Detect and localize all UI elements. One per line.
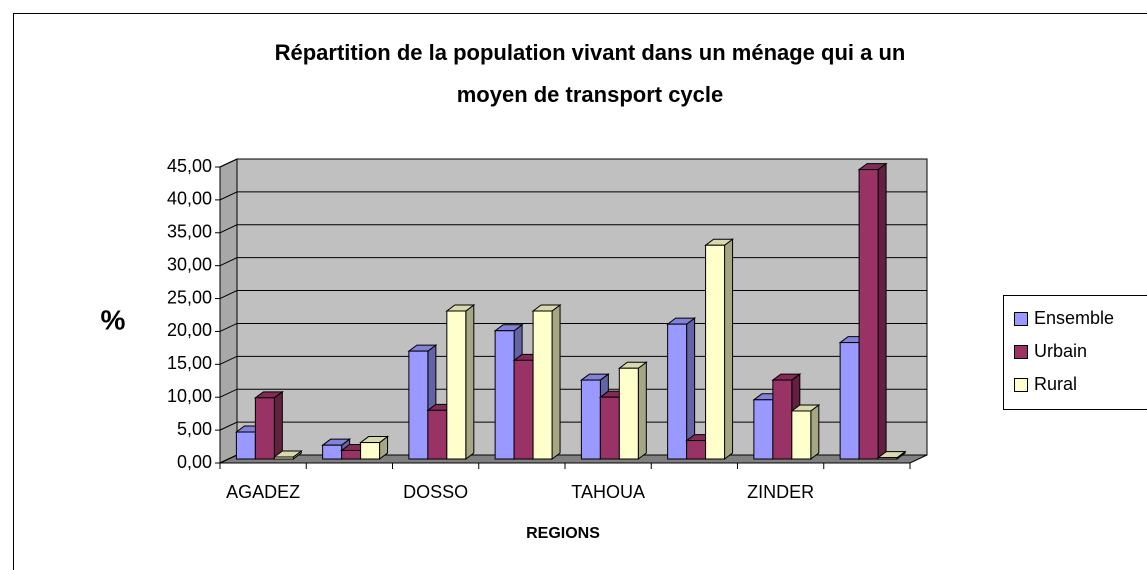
bar-side xyxy=(877,162,887,460)
bar-front xyxy=(667,323,688,460)
legend-label: Urbain xyxy=(1034,341,1087,361)
side-wall xyxy=(219,158,238,464)
bar-front xyxy=(580,379,601,460)
bar-front xyxy=(532,310,553,460)
y-tick-label: 25,00 xyxy=(167,287,212,307)
bar-side xyxy=(273,390,283,460)
bar-front xyxy=(408,350,429,460)
bar-front xyxy=(254,397,275,460)
grid-line xyxy=(219,290,927,300)
bar-front xyxy=(322,444,343,460)
x-tick-label: ZINDER xyxy=(747,482,814,502)
bar-front xyxy=(494,330,515,460)
bar-front xyxy=(513,359,534,460)
bar-side xyxy=(724,238,734,460)
bar-front xyxy=(772,379,793,460)
y-tick-label: 10,00 xyxy=(167,386,212,406)
bar-side xyxy=(551,304,561,460)
grid-line xyxy=(219,191,927,201)
bar xyxy=(666,317,697,460)
legend-label: Rural xyxy=(1034,374,1077,394)
bar-front xyxy=(599,396,620,460)
bar-front xyxy=(427,409,448,460)
bar xyxy=(876,450,907,460)
bar xyxy=(704,238,735,460)
legend-swatch xyxy=(1014,345,1028,359)
bar-front xyxy=(858,169,879,460)
bar-front xyxy=(618,367,639,460)
grid-line xyxy=(219,421,927,431)
x-axis-label: REGIONS xyxy=(526,525,600,542)
bar-front xyxy=(341,449,362,460)
bar-front xyxy=(273,456,294,460)
bar-front xyxy=(753,399,774,460)
grid-line xyxy=(219,388,927,398)
y-tick-label: 30,00 xyxy=(167,254,212,274)
bar-front xyxy=(839,342,860,460)
bar-front xyxy=(791,410,812,460)
y-tick-label: 5,00 xyxy=(177,419,212,439)
bar-front xyxy=(877,457,898,460)
bar xyxy=(617,361,648,460)
bar-side xyxy=(810,403,820,460)
bar-side xyxy=(637,361,647,460)
grid-line xyxy=(219,257,927,267)
legend-label: Ensemble xyxy=(1034,308,1114,328)
bar xyxy=(253,390,284,460)
x-tick-label: AGADEZ xyxy=(226,482,300,502)
legend-swatch xyxy=(1014,378,1028,392)
bar xyxy=(531,304,562,460)
bar-front xyxy=(705,244,726,460)
y-tick-label: 20,00 xyxy=(167,320,212,340)
bar-front xyxy=(360,442,381,460)
grid-line xyxy=(219,224,927,234)
bar xyxy=(790,403,821,460)
bar-front xyxy=(235,431,256,460)
y-tick-label: 15,00 xyxy=(167,353,212,373)
bar-front xyxy=(686,440,707,460)
bar xyxy=(857,162,888,460)
y-tick-label: 35,00 xyxy=(167,222,212,242)
legend-swatch xyxy=(1014,312,1028,326)
bar-front xyxy=(446,310,467,460)
chart-subtitle: moyen de transport cycle xyxy=(457,82,724,107)
chart-title: Répartition de la population vivant dans… xyxy=(275,40,906,65)
grid-line xyxy=(219,355,927,365)
bar-side xyxy=(465,304,475,460)
bar xyxy=(359,435,390,460)
bar xyxy=(445,304,476,460)
y-tick-label: 0,00 xyxy=(177,452,212,472)
y-axis-label: % xyxy=(101,304,126,335)
grid-line xyxy=(219,322,927,332)
x-tick-label: DOSSO xyxy=(403,482,468,502)
grid-line xyxy=(219,158,927,168)
x-tick-label: TAHOUA xyxy=(571,482,645,502)
y-tick-label: 40,00 xyxy=(167,189,212,209)
y-tick-label: 45,00 xyxy=(167,156,212,176)
bar xyxy=(272,450,303,460)
